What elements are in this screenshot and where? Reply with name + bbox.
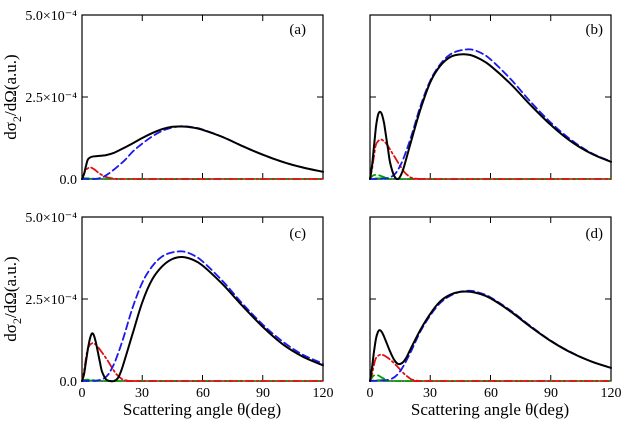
y-tick-label: 0.0 [60,375,78,390]
panel-d-series-total [369,290,612,382]
x-tick-label: 60 [484,386,498,401]
y-axis-title-sub: 2 [10,116,24,122]
panel-d-curves [369,216,612,382]
x-tick-label: 90 [256,386,270,401]
x-tick-label: 60 [196,386,210,401]
panel-b-series-dash-dot [369,138,612,180]
x-axis-title-right: Scattering angle θ(deg) [411,400,569,419]
x-tick-label: 120 [601,386,622,401]
y-axis-title-main: dσ [1,122,20,140]
x-tick-label: 0 [79,386,86,401]
x-tick-label: 120 [313,386,334,401]
x-axis-title-left: Scattering angle θ(deg) [123,400,281,419]
y-tick-label: 2.5×10⁻⁴ [25,293,77,308]
x-tick-label: 90 [544,386,558,401]
y-tick-labels-top: 5.0×10⁻⁴ 2.5×10⁻⁴ 0.0 [25,9,77,188]
x-tick-label: 0 [367,386,374,401]
y-axis-title-main: dσ [1,324,20,342]
y-axis-title-tail: /dΩ(a.u.) [1,256,20,318]
panel-c-series-total [81,255,324,383]
panel-a-series-total [81,125,324,180]
panel-b-series-dashed [369,48,612,180]
panel-b-series-total [369,53,612,181]
x-tick-labels-right: 0 30 60 90 120 [367,386,622,401]
panel-c-label: (c) [289,226,306,242]
panel-d-series-dashed [369,289,612,382]
panel-d: (d) [369,216,612,382]
panel-c-series-dash-dot [81,342,324,382]
panel-d-label: (d) [586,226,604,242]
panel-a-frame [81,14,324,180]
panel-c-frame [81,216,324,382]
panel-a-label: (a) [289,22,306,38]
panel-c: (c) [81,216,324,383]
panel-d-series-green-dashed [369,374,612,382]
y-tick-label: 5.0×10⁻⁴ [25,9,77,24]
panel-c-curves [81,216,324,383]
y-axis-title-tail: /dΩ(a.u.) [1,54,20,116]
panel-d-series-dash-dot [369,353,612,382]
x-tick-label: 30 [135,386,149,401]
y-axis-title-bottom: dσ2/dΩ(a.u.) [1,256,24,341]
panel-a-series-dash-dot [81,166,324,180]
panel-b-frame [369,14,612,180]
y-axis-title-top: dσ2/dΩ(a.u.) [1,54,24,139]
panel-b-label: (b) [586,22,604,38]
y-tick-label: 2.5×10⁻⁴ [25,91,77,106]
x-tick-labels-left: 0 30 60 90 120 [79,386,334,401]
panel-a-series-dashed [81,125,324,180]
panel-a: (a) [81,14,324,180]
panel-b: (b) [369,14,612,181]
y-axis-title-sub: 2 [10,318,24,324]
panel-c-series-dashed [81,250,324,382]
panel-b-curves [369,14,612,181]
y-tick-label: 5.0×10⁻⁴ [25,211,77,226]
x-tick-label: 30 [423,386,437,401]
y-tick-label: 0.0 [60,173,78,188]
panel-a-curves [81,14,324,180]
y-tick-labels-bottom: 5.0×10⁻⁴ 2.5×10⁻⁴ 0.0 [25,211,77,390]
